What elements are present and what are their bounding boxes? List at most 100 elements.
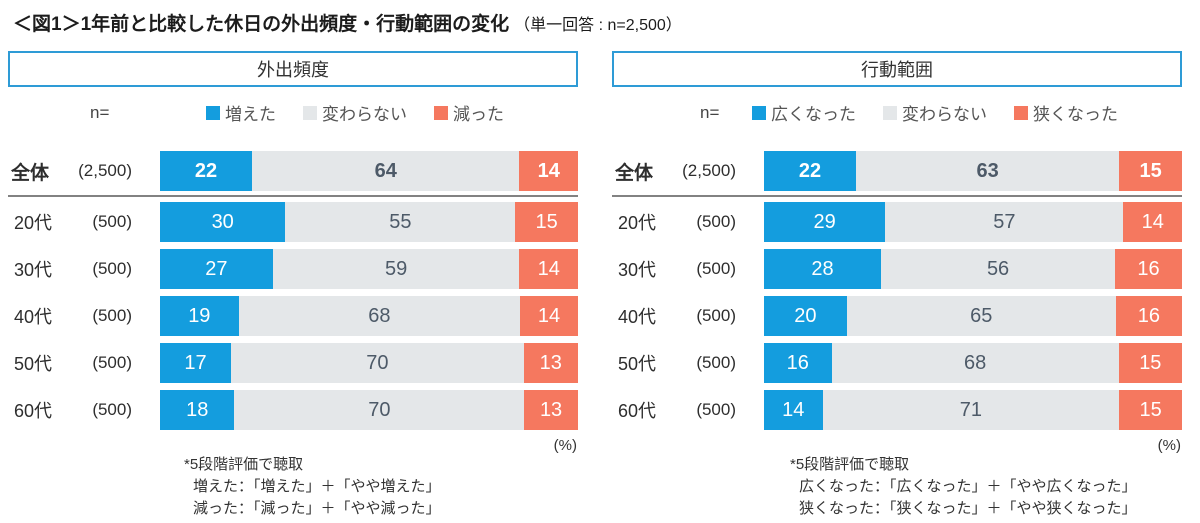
table-row: 60代 (500) 18 70 13 <box>8 390 578 430</box>
stacked-bar: 17 70 13 <box>160 343 578 383</box>
table-row: 20代 (500) 29 57 14 <box>612 202 1182 242</box>
row-name: 30代 <box>14 260 53 280</box>
table-row: 40代 (500) 19 68 14 <box>8 296 578 336</box>
bar-segment: 14 <box>764 390 823 430</box>
bar-segment: 27 <box>160 249 273 289</box>
bar-segment: 19 <box>160 296 239 336</box>
row-name: 60代 <box>618 401 657 421</box>
bar-segment: 14 <box>519 151 578 191</box>
bar-segment: 70 <box>231 343 524 383</box>
stacked-bar: 22 63 15 <box>764 151 1182 191</box>
stacked-bar: 16 68 15 <box>764 343 1182 383</box>
stacked-bar: 14 71 15 <box>764 390 1182 430</box>
row-name: 全体 <box>11 162 50 184</box>
bar-segment: 16 <box>1115 296 1182 336</box>
figure-title: ＜図1＞1年前と比較した休日の外出頻度・行動範囲の変化 （単一回答 : n=2,5… <box>13 9 682 36</box>
legend-item: 減った <box>434 100 504 125</box>
row-name: 20代 <box>14 213 53 233</box>
percent-unit-label: (%) <box>553 437 577 454</box>
stacked-bar: 29 57 14 <box>764 202 1182 242</box>
row-name: 40代 <box>618 307 657 327</box>
legend-item-label: 広くなった <box>771 105 856 124</box>
row-label: 40代 (500) <box>8 296 160 336</box>
bar-segment: 30 <box>160 202 286 242</box>
bar-segment: 20 <box>764 296 847 336</box>
bar-segment: 15 <box>1119 390 1182 430</box>
figure-title-suffix: （単一回答 : n=2,500） <box>514 17 682 34</box>
table-row: 30代 (500) 28 56 16 <box>612 249 1182 289</box>
panel-header-label: 外出頻度 <box>257 60 329 80</box>
bar-segment: 13 <box>524 390 578 430</box>
bar-segment: 70 <box>234 390 525 430</box>
bar-segment: 29 <box>764 202 886 242</box>
stacked-bar: 20 65 16 <box>764 296 1182 336</box>
row-label: 全体 (2,500) <box>612 151 764 191</box>
legend: 増えた 変わらない 減った <box>206 100 504 125</box>
stacked-bar: 30 55 15 <box>160 202 578 242</box>
legend-swatch <box>883 105 897 120</box>
footnote: *5段階評価で聴取 増えた：「増えた」＋「やや増えた」 減った：「減った」＋「やや減… <box>184 454 578 520</box>
row-name: 30代 <box>618 260 657 280</box>
row-name: 40代 <box>14 307 53 327</box>
footnote-line: 広くなった：「広くなった」＋「やや広くなった」 <box>799 478 1137 495</box>
table-row: 40代 (500) 20 65 16 <box>612 296 1182 336</box>
total-separator-line <box>8 195 578 197</box>
total-separator-line <box>612 195 1182 197</box>
footnote-line: 増えた：「増えた」＋「やや増えた」 <box>193 478 441 495</box>
bar-segment: 68 <box>238 296 521 336</box>
legend-swatch <box>434 105 448 120</box>
table-row: 50代 (500) 16 68 15 <box>612 343 1182 383</box>
stacked-bar: 18 70 13 <box>160 390 578 430</box>
table-row: 全体 (2,500) 22 63 15 <box>612 151 1182 191</box>
row-sample-size: (500) <box>92 306 132 325</box>
bar-segment: 14 <box>519 249 578 289</box>
panel-header-activity-range: 行動範囲 <box>612 51 1182 87</box>
table-row: 60代 (500) 14 71 15 <box>612 390 1182 430</box>
stacked-bar: 22 64 14 <box>160 151 578 191</box>
bar-segment: 68 <box>831 343 1119 383</box>
table-row: 50代 (500) 17 70 13 <box>8 343 578 383</box>
bar-segment: 55 <box>285 202 516 242</box>
figure-title-main: ＜図1＞1年前と比較した休日の外出頻度・行動範囲の変化 <box>13 14 510 35</box>
n-equals-label: n= <box>90 103 110 122</box>
row-label: 60代 (500) <box>8 390 160 430</box>
legend-item-label: 狭くなった <box>1033 105 1118 124</box>
row-sample-size: (500) <box>92 212 132 231</box>
bar-segment: 22 <box>764 151 856 191</box>
bar-segment: 28 <box>764 249 882 289</box>
legend-swatch <box>1014 105 1028 120</box>
row-label: 全体 (2,500) <box>8 151 160 191</box>
legend-item-label: 増えた <box>225 105 276 124</box>
panel-header-outing-frequency: 外出頻度 <box>8 51 578 87</box>
bar-segment: 16 <box>764 343 832 383</box>
legend-swatch <box>752 105 766 120</box>
row-sample-size: (2,500) <box>78 161 132 180</box>
bar-segment: 14 <box>1123 202 1182 242</box>
stacked-bar: 28 56 16 <box>764 249 1182 289</box>
bar-segment: 63 <box>855 151 1120 191</box>
bar-segment: 16 <box>1115 249 1182 289</box>
stacked-bar: 19 68 14 <box>160 296 578 336</box>
panel-header-label: 行動範囲 <box>861 60 933 80</box>
legend-swatch <box>206 105 220 120</box>
bar-segment: 65 <box>846 296 1116 336</box>
bar-segment: 56 <box>881 249 1116 289</box>
bar-segment: 64 <box>251 151 520 191</box>
row-sample-size: (500) <box>92 400 132 419</box>
bar-segment: 15 <box>515 202 578 242</box>
footnote-line: *5段階評価で聴取 <box>790 456 910 473</box>
row-sample-size: (500) <box>696 306 736 325</box>
row-label: 20代 (500) <box>612 202 764 242</box>
bar-segment: 15 <box>1119 151 1182 191</box>
row-label: 60代 (500) <box>612 390 764 430</box>
bar-segment: 71 <box>822 390 1120 430</box>
row-sample-size: (500) <box>92 353 132 372</box>
row-label: 30代 (500) <box>8 249 160 289</box>
row-sample-size: (500) <box>92 259 132 278</box>
footnote-line: *5段階評価で聴取 <box>184 456 304 473</box>
row-name: 50代 <box>618 354 657 374</box>
legend-item: 変わらない <box>303 100 407 125</box>
row-label: 50代 (500) <box>612 343 764 383</box>
table-row: 20代 (500) 30 55 15 <box>8 202 578 242</box>
table-row: 全体 (2,500) 22 64 14 <box>8 151 578 191</box>
